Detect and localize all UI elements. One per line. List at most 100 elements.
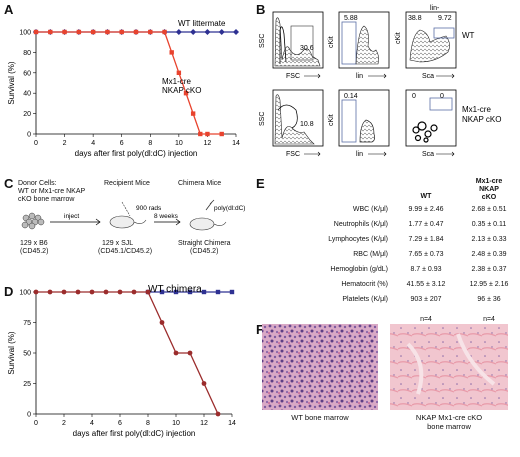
weeks-label: 8 weeks (154, 213, 179, 220)
wt-ssc-axis: SSC (259, 34, 266, 48)
cko-fsc-gate-value: 10.8 (300, 121, 314, 128)
cko-lin-gate-value: 0.14 (344, 93, 358, 100)
data-point (173, 350, 179, 356)
x-tick-label: 4 (91, 140, 95, 147)
y-tick-label: 50 (23, 351, 31, 358)
data-point (76, 29, 82, 35)
y-tick-label: 20 (23, 111, 31, 118)
cko-histology-caption-2: bone marrow (427, 422, 471, 431)
y-tick-label: 60 (23, 70, 31, 77)
panel-label-f: F (256, 322, 264, 337)
data-point (148, 29, 153, 35)
x-tick-label: 6 (118, 420, 122, 427)
series-label: WT littermate (178, 19, 226, 28)
data-point (33, 289, 39, 295)
wt-fsc-gate-value: 30.6 (300, 45, 314, 52)
cko-histology-caption-1: NKAP Mx1-cre cKO (415, 413, 483, 422)
lin-minus-label: lin- (430, 5, 440, 12)
data-point (198, 131, 203, 137)
panel-label-a: A (4, 2, 14, 17)
data-point (233, 29, 239, 35)
data-point (183, 91, 189, 96)
cko-ckit-axis: cKit (328, 114, 335, 126)
wt-histology-image (262, 324, 378, 410)
y-tick-label: 100 (19, 290, 31, 297)
pic-label: poly(dl:dC) (214, 205, 245, 212)
survival-chart-d: 0 2 4 6 8 10 12 14 0 25 50 75 100 days after first po… (7, 284, 236, 438)
cko-sca-left-value: 0 (412, 93, 416, 100)
data-point (103, 289, 109, 295)
data-point (159, 320, 165, 325)
x-tick-label: 12 (200, 420, 208, 427)
y-tick-label: 80 (23, 50, 31, 57)
data-point (205, 131, 210, 137)
data-point (218, 29, 225, 35)
cko-row-label-1: Mx1-cre (462, 105, 491, 114)
y-axis-label: Survival (%) (7, 331, 16, 374)
x-tick-label: 10 (172, 420, 180, 427)
cko-fsc-axis: FSC (286, 151, 300, 158)
wt-sca-axis: Sca (422, 73, 434, 80)
cko-sca-right-value: 0 (440, 93, 444, 100)
data-point (169, 50, 174, 55)
series-label: Mx1-cre NKAP cKO (162, 77, 201, 95)
series-label: WT chimera (148, 284, 202, 295)
x-tick-label: 0 (34, 140, 38, 147)
survival-chart-a: 0 2 4 6 8 10 12 14 0 20 40 60 80 100 days after first … (7, 19, 240, 158)
y-tick-label: 0 (27, 132, 31, 139)
wt-sca-left-value: 38.8 (408, 15, 422, 22)
wt-fsc-plot: 30.6 (272, 11, 324, 69)
table-n-row: n=4 n=4 (420, 316, 495, 323)
x-tick-label: 8 (148, 140, 152, 147)
x-tick-label: 14 (228, 420, 236, 427)
table-row: RBC (M/μl) 7.65 ± 0.73 2.48 ± 0.39 (353, 251, 507, 258)
table-header-wt: WT (420, 193, 432, 200)
data-point (89, 289, 95, 295)
y-tick-label: 100 (19, 30, 31, 37)
cko-lin-plot: 0.14 (338, 89, 390, 147)
data-point (176, 70, 182, 75)
cko-sca-plot: 0 0 (405, 89, 457, 147)
cko-lin-axis: lin (356, 151, 363, 158)
x-tick-label: 0 (34, 420, 38, 427)
series-line (36, 31, 222, 135)
donor-cells-icon (21, 212, 45, 230)
table-row: Hematocrit (%) 41.55 ± 3.12 12.95 ± 2.16 (341, 281, 509, 288)
cko-histology-image (390, 324, 508, 410)
data-point (190, 29, 197, 35)
chimera-mouse-icon (189, 199, 227, 231)
flow-cytometry-panel: 30.6 5.88 38.8 9.72 lin- WT 10.8 0.14 (259, 5, 501, 158)
x-tick-label: 8 (146, 420, 150, 427)
wt-lin-axis: lin (356, 73, 363, 80)
y-tick-label: 75 (23, 320, 31, 327)
y-axis-label: Survival (%) (7, 61, 16, 104)
panel-label-e: E (256, 176, 265, 191)
data-point (215, 289, 221, 295)
data-point (187, 350, 193, 356)
data-point (162, 29, 167, 35)
data-point (215, 411, 221, 417)
inject-label: inject (64, 213, 79, 220)
recipient-cd: (CD45.1/CD45.2) (98, 248, 153, 255)
y-tick-label: 0 (27, 412, 31, 419)
data-point (229, 289, 235, 295)
data-point (105, 29, 110, 35)
cko-ssc-axis: SSC (259, 112, 266, 126)
chimera-cd: (CD45.2) (190, 248, 219, 255)
transplant-schematic: 900 rads inject 8 weeks poly(dl:dC) (21, 199, 245, 231)
data-point (33, 29, 39, 35)
cko-fsc-plot: 10.8 (272, 89, 324, 147)
y-tick-label: 25 (23, 381, 31, 388)
table-header-cko-3: cKO (481, 194, 497, 201)
donor-title: Donor Cells: (18, 180, 57, 187)
data-point (145, 289, 151, 295)
recipient-title: Recipient Mice (104, 180, 150, 187)
cko-row-label-2: NKAP cKO (462, 115, 501, 124)
table-row: Hemoglobin (g/dL) 8.7 ± 0.93 2.38 ± 0.37 (330, 266, 507, 273)
data-point (201, 289, 207, 295)
x-tick-label: 12 (204, 140, 212, 147)
wt-row-label: WT (462, 31, 475, 40)
recipient-strain: 129 x SJL (102, 240, 134, 247)
data-point (47, 289, 53, 295)
data-point (175, 29, 182, 35)
